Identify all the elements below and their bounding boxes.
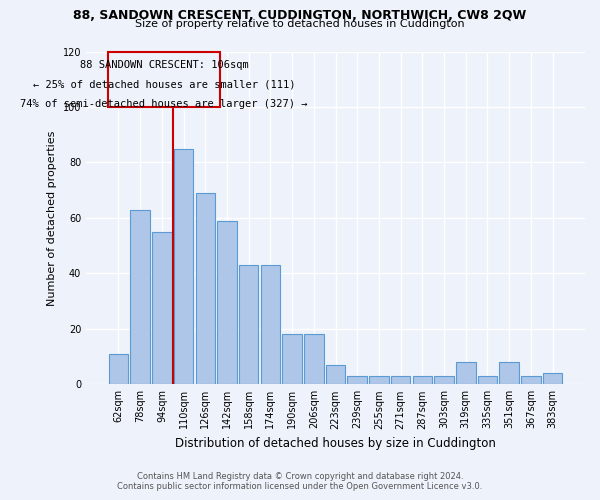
X-axis label: Distribution of detached houses by size in Cuddington: Distribution of detached houses by size … — [175, 437, 496, 450]
Bar — [260, 265, 280, 384]
Bar — [217, 220, 237, 384]
Bar — [196, 193, 215, 384]
Bar — [283, 334, 302, 384]
Bar — [369, 376, 389, 384]
FancyBboxPatch shape — [107, 52, 220, 107]
Bar — [456, 362, 476, 384]
Bar — [304, 334, 323, 384]
Text: 88, SANDOWN CRESCENT, CUDDINGTON, NORTHWICH, CW8 2QW: 88, SANDOWN CRESCENT, CUDDINGTON, NORTHW… — [73, 9, 527, 22]
Bar — [130, 210, 150, 384]
Bar — [478, 376, 497, 384]
Bar — [109, 354, 128, 384]
Bar — [434, 376, 454, 384]
Bar — [413, 376, 432, 384]
Text: 74% of semi-detached houses are larger (327) →: 74% of semi-detached houses are larger (… — [20, 98, 308, 108]
Y-axis label: Number of detached properties: Number of detached properties — [47, 130, 57, 306]
Text: Size of property relative to detached houses in Cuddington: Size of property relative to detached ho… — [135, 19, 465, 29]
Bar — [239, 265, 259, 384]
Text: ← 25% of detached houses are smaller (111): ← 25% of detached houses are smaller (11… — [33, 79, 295, 89]
Bar — [499, 362, 519, 384]
Text: Contains HM Land Registry data © Crown copyright and database right 2024.
Contai: Contains HM Land Registry data © Crown c… — [118, 472, 482, 491]
Bar — [391, 376, 410, 384]
Bar — [174, 148, 193, 384]
Bar — [347, 376, 367, 384]
Bar — [543, 373, 562, 384]
Bar — [326, 365, 345, 384]
Text: 88 SANDOWN CRESCENT: 106sqm: 88 SANDOWN CRESCENT: 106sqm — [80, 60, 248, 70]
Bar — [152, 232, 172, 384]
Bar — [521, 376, 541, 384]
